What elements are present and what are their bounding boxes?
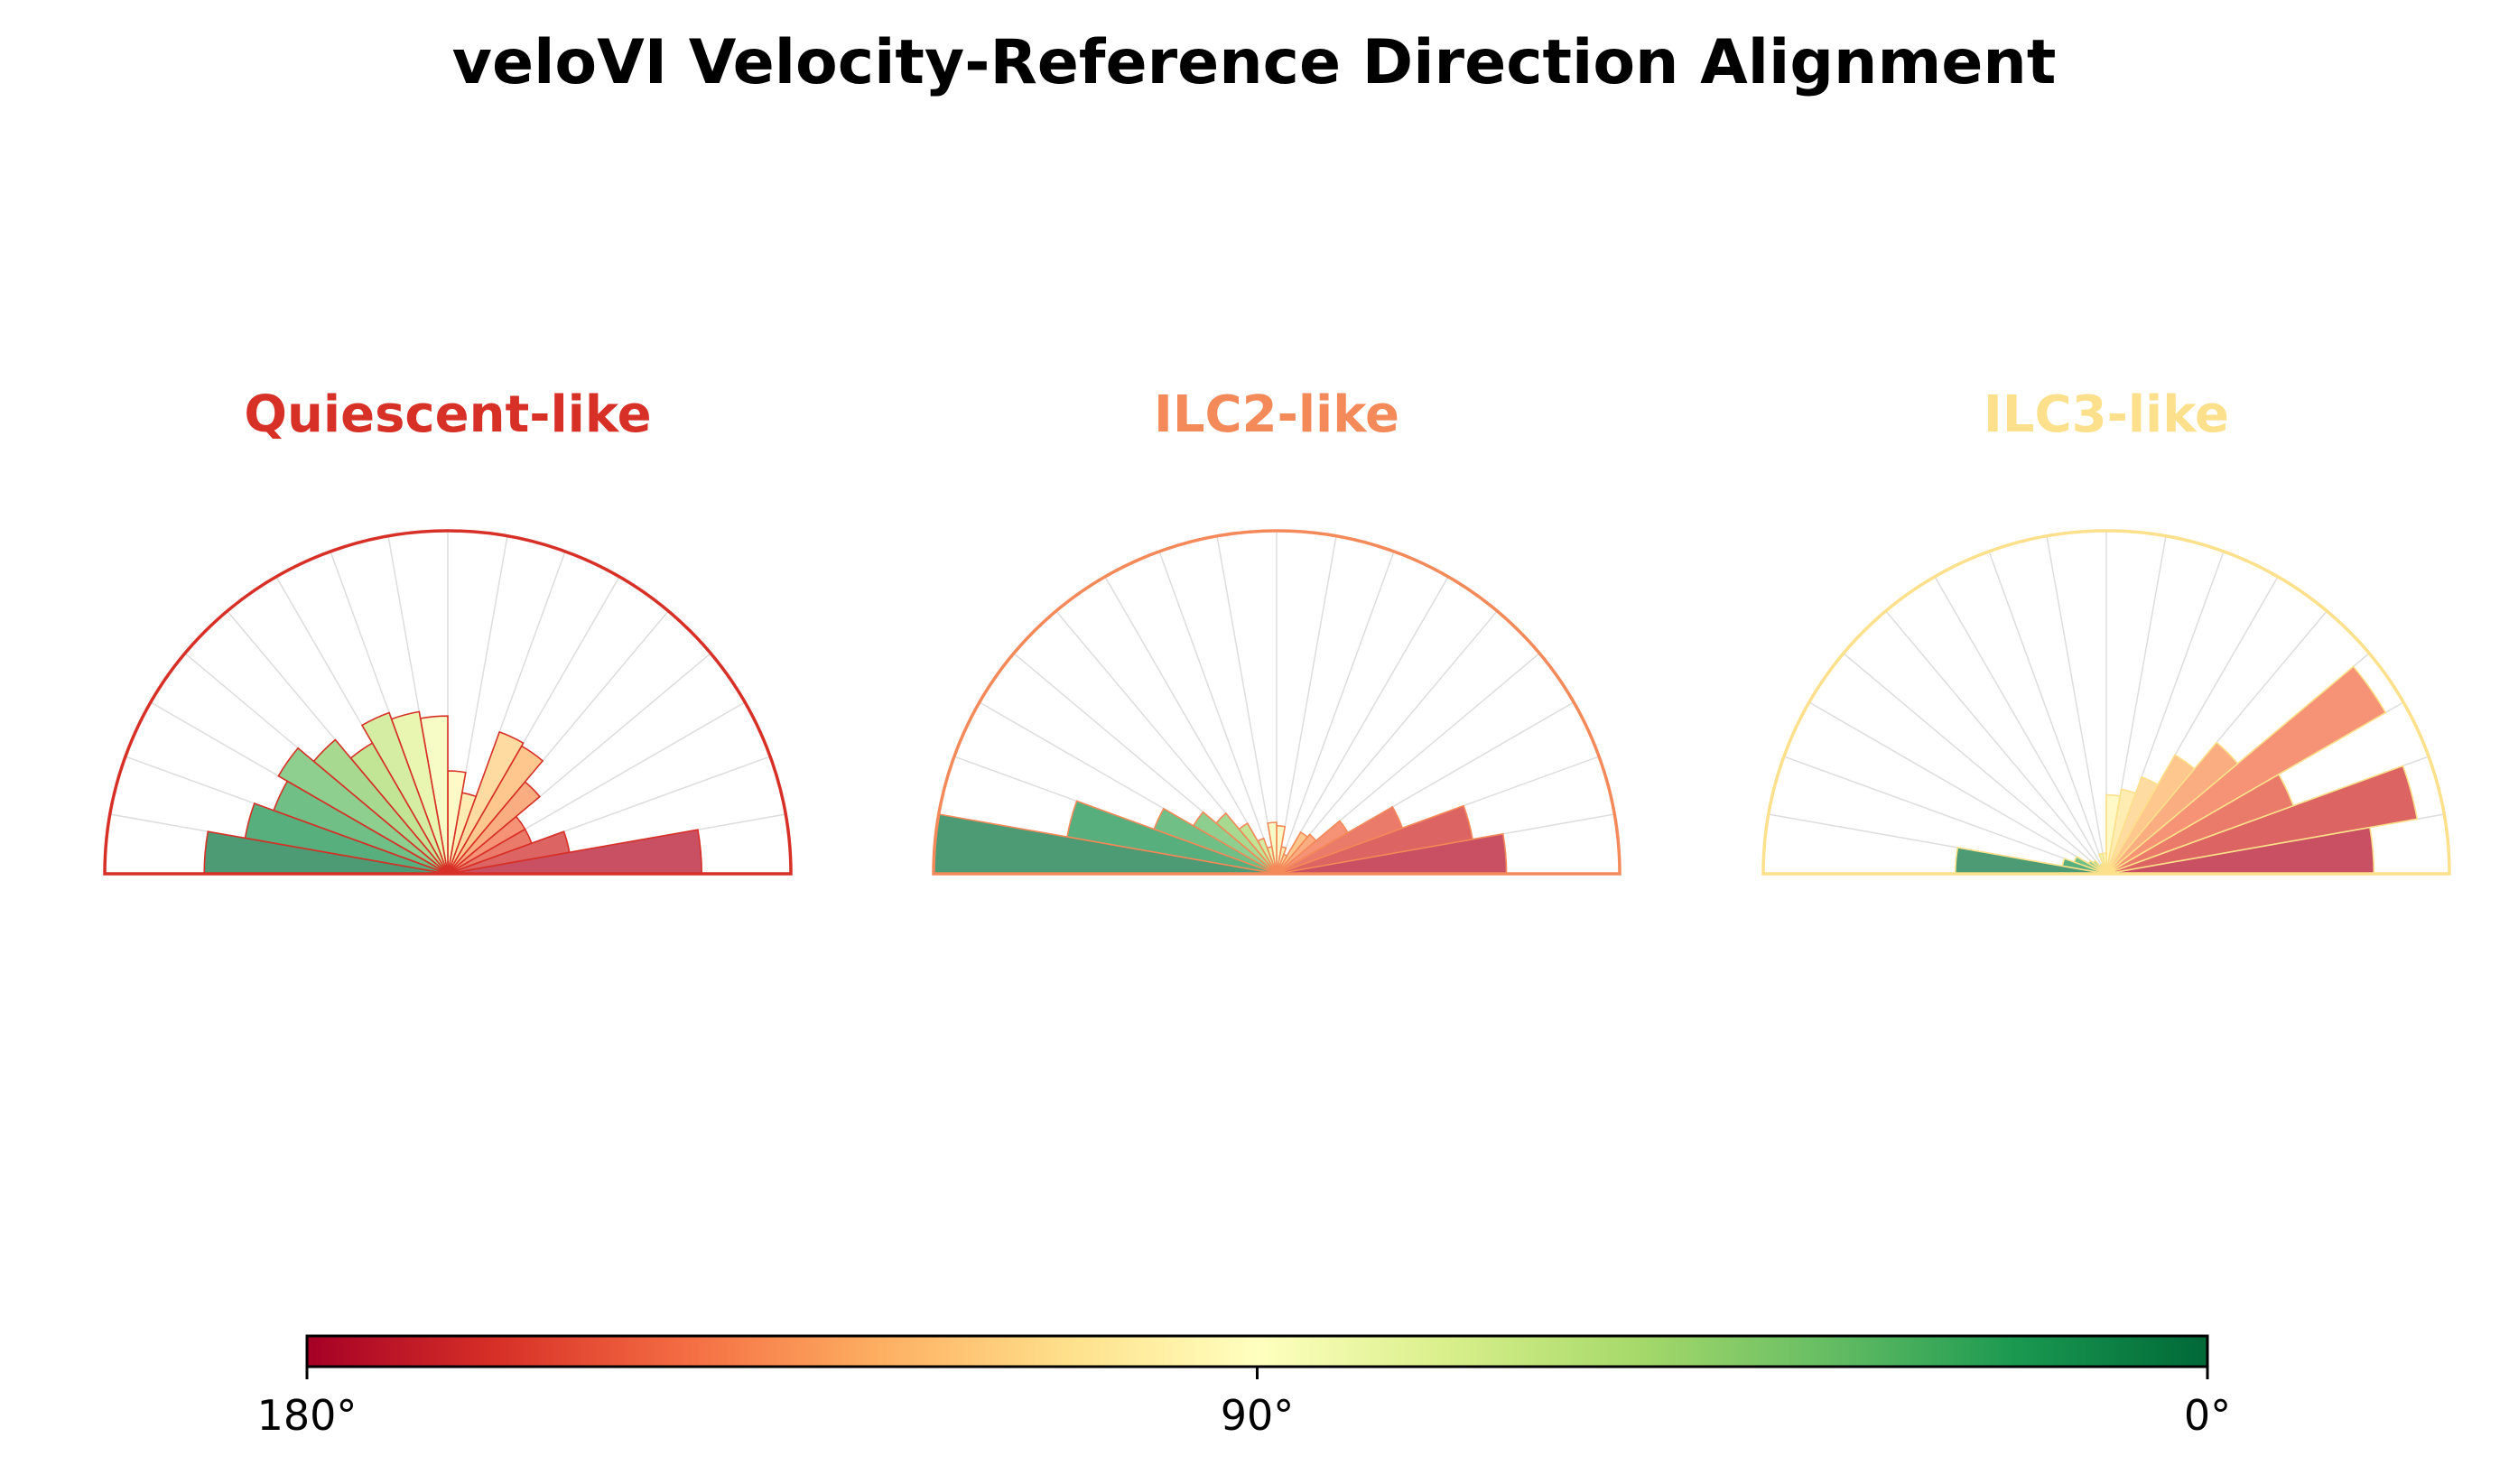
polar-bar	[277, 747, 449, 875]
grid-line	[1988, 551, 2107, 875]
grid-line	[1885, 610, 2107, 875]
colorbar-ticks: 180° 90° 0°	[257, 1367, 2231, 1440]
polar-frame	[103, 529, 793, 876]
polar-bar	[2105, 741, 2239, 875]
polar-bar	[1276, 805, 1404, 875]
polar-bar	[2105, 665, 2387, 875]
grid-line	[1276, 610, 1498, 875]
polar-panel: ILC3-like	[1761, 385, 2451, 876]
grid-line	[1783, 756, 2107, 875]
colorbar-tick-label: 0°	[2184, 1391, 2231, 1440]
panel-title: ILC2-like	[1154, 385, 1399, 444]
polar-bar	[2105, 765, 2419, 875]
grid-line	[1808, 701, 2107, 875]
polar-bar	[360, 711, 449, 875]
polar-bar	[2105, 793, 2122, 875]
panel-title: Quiescent-like	[244, 385, 651, 444]
polar-bar	[1276, 830, 1309, 875]
polar-bar	[2105, 788, 2137, 875]
polar-bar	[2105, 754, 2196, 875]
polar-bar	[1276, 804, 1473, 875]
grid-line	[1843, 653, 2107, 875]
grid-line	[2046, 535, 2107, 875]
polar-frame	[932, 529, 1622, 876]
grid-line	[1158, 551, 1278, 875]
polar-bar	[2105, 775, 2160, 875]
grid-line	[1276, 576, 1449, 875]
grid-line	[1934, 576, 2107, 875]
colorbar-tick-label: 90°	[1221, 1391, 1295, 1440]
chart-title: veloVI Velocity-Reference Direction Alig…	[452, 27, 2057, 98]
colorbar-tick-label: 180°	[257, 1391, 358, 1440]
grid-line	[1276, 535, 1337, 875]
polar-panel: Quiescent-like	[103, 385, 793, 876]
polar-frame	[1761, 529, 2451, 876]
polar-bar	[447, 730, 525, 875]
colorbar: 180° 90° 0°	[257, 1334, 2231, 1440]
grid-line	[1216, 535, 1278, 875]
colorbar-gradient	[305, 1334, 2209, 1368]
polar-panel: ILC2-like	[932, 385, 1622, 876]
polar-bar	[1276, 820, 1350, 875]
grid-line	[1276, 551, 1395, 875]
polar-bar	[1276, 833, 1317, 875]
polar-panels: Quiescent-like ILC2-like ILC3-like	[103, 385, 2451, 876]
panel-title: ILC3-like	[1984, 385, 2229, 444]
